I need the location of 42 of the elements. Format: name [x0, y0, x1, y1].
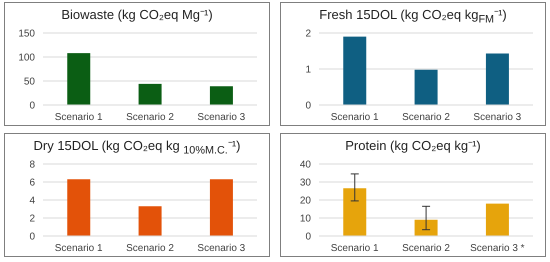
bar	[414, 220, 438, 236]
chart-title: Protein (kg CO₂eq kg⁻¹)	[344, 137, 482, 155]
bar	[343, 188, 366, 236]
y-tick-label: 40	[300, 160, 312, 171]
bar	[414, 70, 438, 105]
bar	[343, 36, 366, 105]
x-tick-label: Scenario 3	[197, 112, 246, 124]
x-tick-label: Scenario 3	[197, 243, 246, 254]
x-tick-label: Scenario 1	[54, 243, 104, 254]
x-tick-label: Scenario 2	[126, 112, 174, 124]
y-tick-label: 30	[300, 178, 312, 189]
chart-title: Fresh 15DOL (kg CO₂eq kg$_{FM}$⁻¹)	[318, 6, 508, 27]
x-tick-label: Scenario 2	[402, 243, 450, 254]
y-tick-label: 0	[305, 100, 312, 112]
y-tick-label: 1	[305, 64, 312, 76]
y-tick-label: 0	[29, 232, 36, 243]
bar	[486, 204, 509, 236]
bar	[486, 54, 509, 105]
y-tick-label: 4	[29, 196, 36, 207]
x-tick-label: Scenario 1	[330, 112, 380, 124]
bar	[67, 53, 90, 105]
y-tick-label: 150	[18, 28, 36, 40]
x-tick-label: Scenario 3	[473, 112, 522, 124]
y-tick-label: 8	[29, 160, 36, 171]
y-tick-label: 6	[29, 178, 36, 189]
y-tick-label: 50	[24, 76, 36, 88]
x-tick-label: Scenario 1	[54, 112, 104, 124]
y-tick-label: 2	[305, 28, 312, 40]
chart-title: Biowaste (kg CO₂eq Mg⁻¹)	[60, 6, 214, 24]
y-tick-label: 0	[305, 232, 312, 243]
x-tick-label: Scenario 1	[330, 243, 380, 254]
chart-title: Dry 15DOL (kg CO₂eq kg $_{10%M.C.}$⁻¹)	[32, 137, 242, 158]
y-tick-label: 20	[300, 196, 312, 207]
y-tick-label: 0	[29, 100, 36, 112]
y-tick-label: 100	[18, 52, 36, 64]
bar	[210, 86, 233, 105]
y-tick-label: 2	[29, 214, 36, 225]
bar	[138, 84, 162, 105]
y-tick-label: 10	[300, 214, 312, 225]
x-tick-label: Scenario 2	[402, 112, 450, 124]
x-tick-label: Scenario 2	[126, 243, 174, 254]
x-tick-label: Scenario 3 *	[470, 243, 525, 254]
